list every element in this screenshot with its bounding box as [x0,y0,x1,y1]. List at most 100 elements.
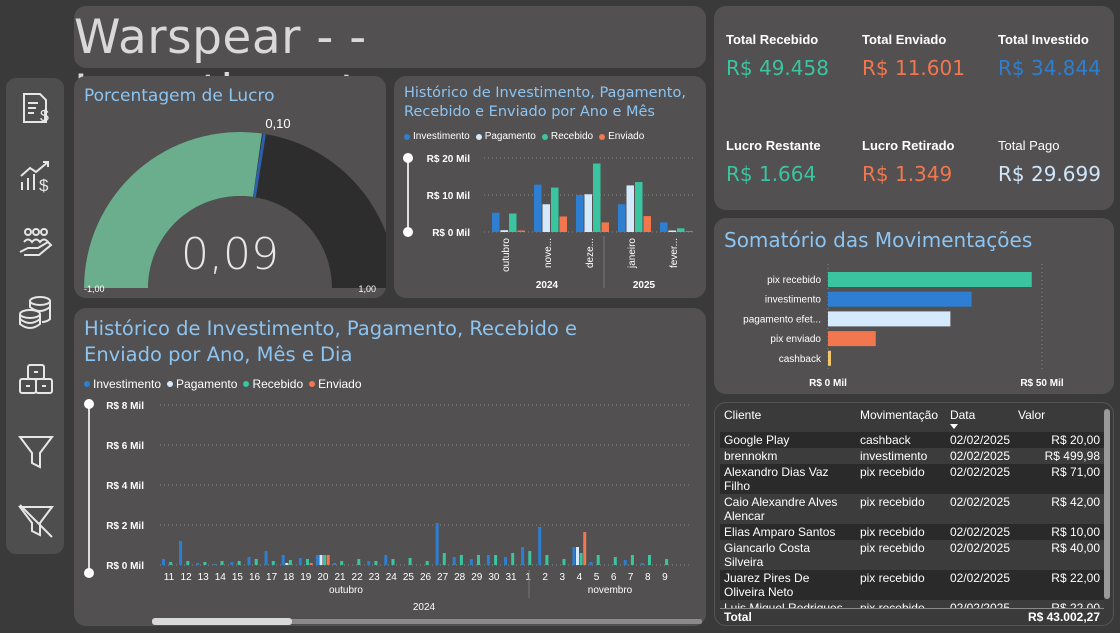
legend-item[interactable]: Pagamento [167,377,237,391]
bar-recebido[interactable] [593,163,601,232]
bar-recebido[interactable] [511,553,515,565]
bar-pagamento[interactable] [542,204,551,232]
bar-recebido[interactable] [551,187,559,232]
table-row[interactable]: Caio Alexandre Alves Alencar pix recebido… [720,494,1104,524]
bar-investimento[interactable] [435,523,439,565]
bar-investimento[interactable] [521,547,525,565]
legend-item[interactable]: Investimento [84,377,161,391]
bar-investimento[interactable] [179,541,183,565]
bar-recebido[interactable] [579,553,583,565]
bar-recebido[interactable] [374,561,378,565]
chart-growth-dollar-icon[interactable]: $ [16,156,56,196]
bar-recebido[interactable] [306,559,309,565]
bar-investimento[interactable] [264,551,268,565]
bar-pagamento[interactable] [285,563,289,565]
filter-icon[interactable] [16,432,56,472]
bar-enviado[interactable] [643,216,652,232]
bar-investimento[interactable] [230,562,234,565]
bar-investimento[interactable] [162,559,165,565]
people-hand-icon[interactable] [16,224,56,264]
col-data[interactable]: Data [946,406,1014,432]
legend-item[interactable]: Investimento [404,131,470,142]
coins-stack-icon[interactable] [16,292,56,332]
bar-investimento[interactable] [452,557,456,565]
bar-movimentacao[interactable] [828,350,831,366]
bar-recebido[interactable] [528,551,532,565]
bar-investimento[interactable] [618,204,626,232]
bar-recebido[interactable] [237,561,241,565]
bar-recebido[interactable] [425,561,429,565]
table-row[interactable]: brennokm investimento 02/02/2025 R$ 499,98 [720,448,1104,464]
bar-investimento[interactable] [213,564,217,565]
range-slider-handle-bottom[interactable] [84,568,94,578]
bar-pagamento[interactable] [668,230,677,232]
bar-investimento[interactable] [469,559,473,565]
bar-investimento[interactable] [572,547,576,565]
bar-recebido[interactable] [648,555,651,565]
bar-recebido[interactable] [635,182,643,232]
bar-investimento[interactable] [538,527,542,565]
bar-investimento[interactable] [281,555,285,565]
bar-recebido[interactable] [340,561,344,565]
bar-investimento[interactable] [196,563,200,565]
bar-recebido[interactable] [459,555,463,565]
filter-clear-icon[interactable] [16,500,56,540]
bar-enviado[interactable] [601,222,610,232]
bar-enviado[interactable] [559,216,568,232]
col-movimentacao[interactable]: Movimentação [859,408,938,422]
legend-item[interactable]: Recebido [243,377,303,391]
bar-recebido[interactable] [665,559,669,565]
bar-pagamento[interactable] [319,555,323,565]
bar-investimento[interactable] [492,212,500,232]
bar-recebido[interactable] [677,228,685,232]
bar-investimento[interactable] [589,562,593,565]
bar-investimento[interactable] [640,563,644,565]
bar-investimento[interactable] [504,557,507,565]
boxes-icon[interactable] [16,360,56,400]
invoice-dollar-icon[interactable]: $ [16,88,56,128]
legend-item[interactable]: Enviado [599,131,644,142]
bar-recebido[interactable] [477,555,480,565]
bar-recebido[interactable] [186,561,190,565]
table-scrollbar[interactable] [1104,409,1110,599]
bar-investimento[interactable] [247,557,251,565]
legend-item[interactable]: Enviado [309,377,362,391]
bar-investimento[interactable] [534,184,542,232]
bar-recebido[interactable] [391,559,395,565]
bar-investimento[interactable] [660,222,668,232]
bar-enviado[interactable] [517,230,526,232]
bar-recebido[interactable] [203,562,207,565]
bar-investimento[interactable] [298,558,302,565]
bar-recebido[interactable] [509,213,517,233]
bar-enviado[interactable] [326,555,330,565]
bar-pagamento[interactable] [576,547,579,565]
bar-recebido[interactable] [254,559,258,565]
bar-investimento[interactable] [576,195,584,232]
range-slider-handle-top[interactable] [403,153,413,163]
bar-movimentacao[interactable] [828,272,1032,287]
bar-recebido[interactable] [271,561,275,565]
bar-movimentacao[interactable] [828,331,876,347]
bar-recebido[interactable] [596,555,600,565]
table-row[interactable]: Giancarlo Costa Silveira pix recebido 02/0… [720,540,1104,570]
bar-investimento[interactable] [623,560,627,565]
bar-movimentacao[interactable] [828,291,972,307]
col-valor[interactable]: Valor [1018,408,1046,422]
bar-recebido[interactable] [323,555,327,565]
bar-enviado[interactable] [583,532,587,565]
table-row[interactable]: Alexandro Dias Vaz Filho pix recebido 02/0… [720,464,1104,494]
bar-recebido[interactable] [545,555,549,565]
table-row[interactable]: Google Play cashback 02/02/2025 R$ 20,00 [720,432,1104,448]
bar-recebido[interactable] [288,560,292,565]
range-slider-handle-top[interactable] [84,399,94,409]
bar-recebido[interactable] [613,557,617,565]
bar-recebido[interactable] [357,559,361,565]
legend-item[interactable]: Pagamento [475,131,536,142]
bar-movimentacao[interactable] [828,311,951,327]
bar-investimento[interactable] [315,555,319,565]
table-row[interactable]: Elias Amparo Santos pix recebido 02/02/202… [720,524,1104,540]
horizontal-scrollbar-thumb[interactable] [152,618,292,625]
bar-enviado[interactable] [685,231,694,232]
range-slider-handle-bottom[interactable] [403,227,413,237]
bar-investimento[interactable] [486,555,490,565]
